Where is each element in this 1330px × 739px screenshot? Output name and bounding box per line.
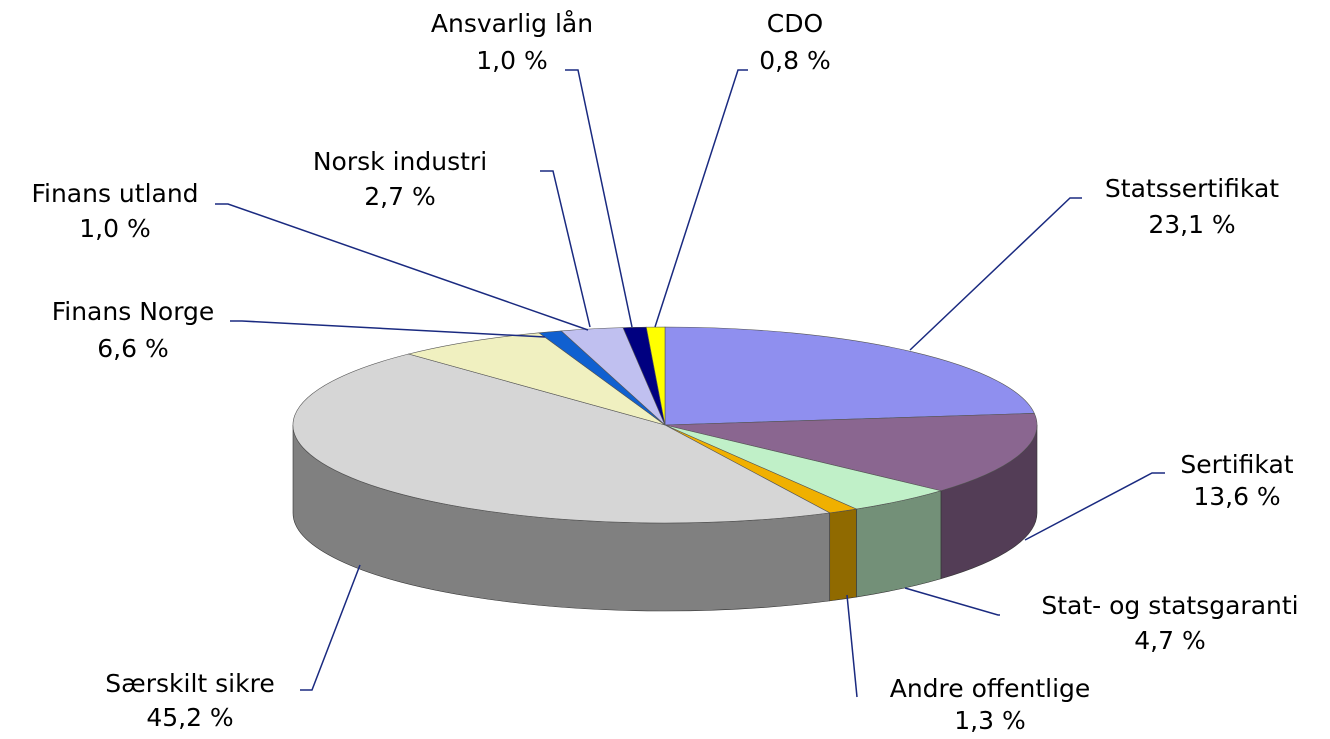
pie-slice bbox=[664, 326, 1035, 426]
slice-value-label: 0,8 % bbox=[759, 46, 830, 75]
slice-label: Stat- og statsgaranti bbox=[1041, 591, 1298, 620]
slice-value-label: 13,6 % bbox=[1193, 482, 1280, 511]
pie-slice bbox=[664, 413, 1038, 492]
leader-line bbox=[904, 587, 1000, 616]
pie-slice bbox=[292, 353, 831, 524]
leader-line bbox=[909, 197, 1082, 351]
leader-line bbox=[215, 203, 589, 331]
pie-slice-side bbox=[829, 508, 857, 602]
leader-line bbox=[230, 320, 546, 338]
slice-value-label: 6,6 % bbox=[97, 334, 168, 363]
slice-label: Statssertifikat bbox=[1105, 174, 1279, 203]
leader-line bbox=[1024, 472, 1165, 541]
leader-line bbox=[540, 170, 591, 328]
leader-line bbox=[565, 69, 633, 328]
slice-label: Særskilt sikre bbox=[105, 669, 274, 698]
leader-line bbox=[846, 594, 858, 698]
slice-value-label: 1,0 % bbox=[476, 46, 547, 75]
slice-value-label: 1,0 % bbox=[79, 214, 150, 243]
leader-line bbox=[300, 564, 361, 691]
slice-label: Ansvarlig lån bbox=[431, 9, 593, 38]
slice-value-label: 2,7 % bbox=[364, 182, 435, 211]
slice-label: Finans Norge bbox=[52, 297, 215, 326]
leader-line bbox=[654, 69, 748, 328]
slice-label: Finans utland bbox=[31, 179, 198, 208]
slice-value-label: 45,2 % bbox=[146, 703, 233, 732]
slice-label: Andre offentlige bbox=[890, 674, 1091, 703]
slice-label: Sertifikat bbox=[1180, 450, 1293, 479]
slice-value-label: 4,7 % bbox=[1134, 626, 1205, 655]
slice-label: Norsk industri bbox=[313, 147, 487, 176]
pie-slice bbox=[407, 332, 666, 426]
slice-value-label: 1,3 % bbox=[954, 706, 1025, 735]
slice-value-label: 23,1 % bbox=[1148, 210, 1235, 239]
slice-label: CDO bbox=[767, 9, 823, 38]
